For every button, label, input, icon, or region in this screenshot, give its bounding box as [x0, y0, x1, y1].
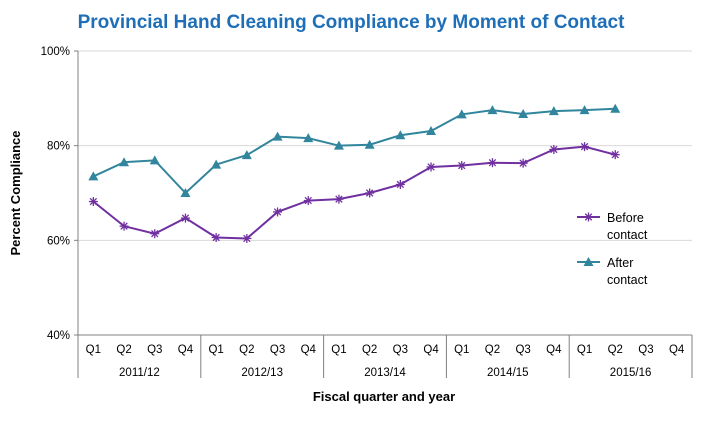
y-tick-label: 40%: [47, 330, 70, 342]
x-tick-label: Q1: [454, 344, 469, 356]
data-point: [426, 125, 437, 135]
data-point: [365, 188, 375, 198]
x-tick-label: Q3: [147, 344, 162, 356]
data-point: [211, 232, 221, 242]
series-line: [92, 107, 616, 195]
data-point: [273, 207, 283, 217]
data-point: [88, 197, 98, 207]
data-point: [303, 133, 314, 143]
data-point: [456, 109, 467, 119]
data-point: [241, 150, 252, 160]
data-point: [518, 158, 528, 168]
data-point: [334, 194, 344, 204]
legend-label: contact: [607, 273, 648, 287]
axes: 40% 60% 80% 100% Q1 Q2 Q3 Q4 Q1 Q2 Q3 Q4 Q1 Q2 Q3 Q4 Q1 Q…: [41, 46, 693, 379]
x-group-label: 2015/16: [610, 367, 652, 379]
x-group-label: 2012/13: [241, 367, 283, 379]
x-group-label: 2011/12: [119, 367, 160, 379]
x-tick-label: Q1: [331, 344, 346, 356]
data-point: [457, 161, 467, 171]
data-point: [180, 213, 190, 223]
series-line: [92, 145, 616, 240]
legend-label: contact: [607, 228, 648, 242]
y-tick-label: 80%: [47, 141, 70, 153]
x-tick-label: Q2: [485, 344, 500, 356]
x-group-label: 2013/14: [364, 367, 406, 379]
data-point: [487, 158, 497, 168]
x-tick-label: Q2: [362, 344, 377, 356]
data-point: [583, 257, 594, 266]
data-series: [88, 103, 621, 243]
data-point: [211, 159, 222, 169]
x-tick-label: Q4: [178, 344, 194, 356]
data-point: [119, 157, 130, 167]
data-point: [119, 221, 129, 231]
x-tick-label: Q3: [270, 344, 285, 356]
data-point: [88, 171, 99, 181]
gridlines: [78, 50, 692, 241]
data-point: [610, 103, 621, 113]
x-tick-label: Q2: [608, 344, 623, 356]
data-point: [395, 130, 406, 140]
y-axis-title: Percent Compliance: [8, 131, 23, 256]
data-point: [303, 196, 313, 206]
data-point: [272, 131, 283, 141]
series-before-contact: [88, 142, 620, 243]
data-point: [149, 155, 160, 165]
data-point: [610, 150, 620, 160]
x-tick-label: Q1: [86, 344, 101, 356]
data-point: [487, 105, 498, 115]
x-tick-label: Q3: [393, 344, 408, 356]
legend-item: Before contact: [577, 211, 648, 242]
data-point: [548, 106, 559, 116]
legend-label: Before: [607, 211, 644, 225]
series-after-contact: [88, 103, 621, 197]
y-tick-label: 100%: [41, 46, 70, 58]
x-tick-label: Q1: [208, 344, 223, 356]
x-tick-label: Q1: [577, 344, 592, 356]
x-tick-label: Q4: [301, 344, 317, 356]
data-point: [242, 233, 252, 243]
x-tick-label: Q4: [546, 344, 562, 356]
data-point: [333, 140, 344, 150]
data-point: [584, 212, 593, 222]
x-axis-title: Fiscal quarter and year: [313, 389, 455, 404]
legend-label: After: [607, 256, 633, 270]
x-tick-label: Q4: [423, 344, 439, 356]
data-point: [180, 188, 191, 197]
y-tick-label: 60%: [47, 235, 70, 247]
x-tick-label: Q4: [669, 344, 685, 356]
data-point: [364, 139, 375, 149]
x-group-label: 2014/15: [487, 367, 529, 379]
legend-item: After contact: [577, 256, 648, 287]
data-point: [395, 179, 405, 189]
data-point: [580, 142, 590, 152]
data-point: [426, 162, 436, 172]
legend: Before contact After contact: [577, 211, 648, 287]
data-point: [549, 144, 559, 154]
x-tick-label: Q2: [116, 344, 131, 356]
data-point: [518, 108, 529, 118]
data-point: [579, 105, 590, 115]
chart-title: Provincial Hand Cleaning Compliance by M…: [78, 12, 626, 33]
x-tick-label: Q2: [239, 344, 254, 356]
x-tick-label: Q3: [515, 344, 530, 356]
x-tick-label: Q3: [638, 344, 653, 356]
data-point: [150, 229, 160, 239]
